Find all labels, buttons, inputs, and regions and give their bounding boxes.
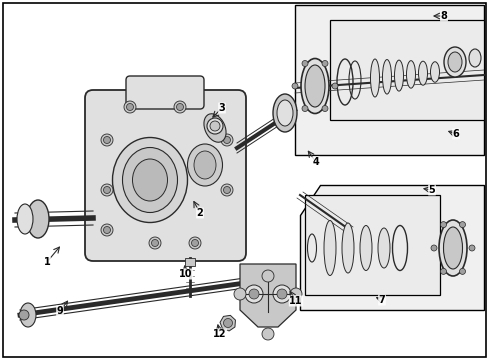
Ellipse shape bbox=[341, 223, 353, 273]
Text: 11: 11 bbox=[289, 296, 302, 306]
Circle shape bbox=[223, 319, 232, 328]
Ellipse shape bbox=[203, 114, 225, 142]
Ellipse shape bbox=[370, 59, 379, 97]
Circle shape bbox=[302, 105, 307, 112]
Circle shape bbox=[291, 83, 297, 89]
Text: 9: 9 bbox=[57, 306, 63, 316]
Bar bbox=[329, 20, 483, 120]
Polygon shape bbox=[299, 185, 483, 310]
Circle shape bbox=[209, 121, 220, 131]
Circle shape bbox=[302, 60, 307, 67]
Circle shape bbox=[430, 245, 436, 251]
Text: 6: 6 bbox=[452, 129, 458, 139]
Ellipse shape bbox=[429, 62, 439, 82]
Circle shape bbox=[321, 60, 327, 67]
Circle shape bbox=[272, 285, 290, 303]
Ellipse shape bbox=[194, 151, 216, 179]
Ellipse shape bbox=[301, 58, 328, 113]
Circle shape bbox=[262, 270, 273, 282]
Ellipse shape bbox=[468, 49, 480, 67]
Bar bbox=[305, 195, 439, 295]
Text: 7: 7 bbox=[378, 295, 385, 305]
Circle shape bbox=[234, 288, 245, 300]
Ellipse shape bbox=[406, 60, 415, 88]
Ellipse shape bbox=[438, 220, 466, 276]
Circle shape bbox=[244, 285, 263, 303]
Circle shape bbox=[151, 239, 158, 247]
Circle shape bbox=[289, 288, 302, 300]
Ellipse shape bbox=[132, 159, 167, 201]
Circle shape bbox=[440, 269, 446, 274]
Circle shape bbox=[191, 239, 198, 247]
Text: 8: 8 bbox=[440, 11, 447, 21]
Polygon shape bbox=[240, 264, 295, 327]
Circle shape bbox=[126, 104, 133, 111]
Circle shape bbox=[276, 289, 286, 299]
Ellipse shape bbox=[447, 52, 461, 72]
Circle shape bbox=[101, 134, 113, 146]
Circle shape bbox=[103, 136, 110, 144]
Text: 4: 4 bbox=[312, 157, 319, 167]
Ellipse shape bbox=[112, 138, 187, 222]
Circle shape bbox=[124, 101, 136, 113]
Circle shape bbox=[468, 245, 474, 251]
Bar bbox=[294, 5, 483, 155]
Ellipse shape bbox=[324, 220, 335, 275]
Circle shape bbox=[103, 186, 110, 194]
Circle shape bbox=[221, 184, 232, 196]
Circle shape bbox=[321, 105, 327, 112]
Ellipse shape bbox=[443, 227, 462, 269]
Ellipse shape bbox=[394, 60, 403, 91]
Circle shape bbox=[103, 226, 110, 234]
Circle shape bbox=[459, 269, 465, 274]
Ellipse shape bbox=[17, 204, 33, 234]
Ellipse shape bbox=[418, 61, 427, 85]
Circle shape bbox=[331, 83, 337, 89]
Circle shape bbox=[221, 134, 232, 146]
Ellipse shape bbox=[27, 200, 49, 238]
Ellipse shape bbox=[377, 228, 389, 268]
Polygon shape bbox=[220, 315, 235, 331]
Ellipse shape bbox=[187, 144, 222, 186]
Ellipse shape bbox=[276, 100, 292, 126]
FancyBboxPatch shape bbox=[126, 76, 203, 109]
Circle shape bbox=[459, 222, 465, 228]
Ellipse shape bbox=[443, 47, 465, 77]
Text: 12: 12 bbox=[213, 329, 226, 339]
Text: 3: 3 bbox=[218, 103, 225, 113]
Circle shape bbox=[101, 184, 113, 196]
Circle shape bbox=[176, 104, 183, 111]
Ellipse shape bbox=[305, 65, 325, 107]
FancyBboxPatch shape bbox=[85, 90, 245, 261]
Ellipse shape bbox=[122, 148, 177, 212]
Circle shape bbox=[206, 118, 223, 134]
Bar bbox=[184, 258, 195, 266]
Circle shape bbox=[223, 136, 230, 144]
Circle shape bbox=[248, 289, 259, 299]
Circle shape bbox=[262, 328, 273, 340]
Circle shape bbox=[19, 310, 29, 320]
Text: 5: 5 bbox=[428, 185, 434, 195]
Ellipse shape bbox=[272, 94, 296, 132]
Text: 1: 1 bbox=[43, 257, 50, 267]
Ellipse shape bbox=[20, 303, 36, 327]
Ellipse shape bbox=[382, 59, 391, 94]
Circle shape bbox=[149, 237, 161, 249]
Circle shape bbox=[440, 222, 446, 228]
Text: 2: 2 bbox=[196, 208, 203, 218]
Circle shape bbox=[223, 186, 230, 194]
Circle shape bbox=[189, 237, 201, 249]
Ellipse shape bbox=[359, 225, 371, 270]
Text: 10: 10 bbox=[179, 269, 192, 279]
Circle shape bbox=[174, 101, 185, 113]
Circle shape bbox=[101, 224, 113, 236]
